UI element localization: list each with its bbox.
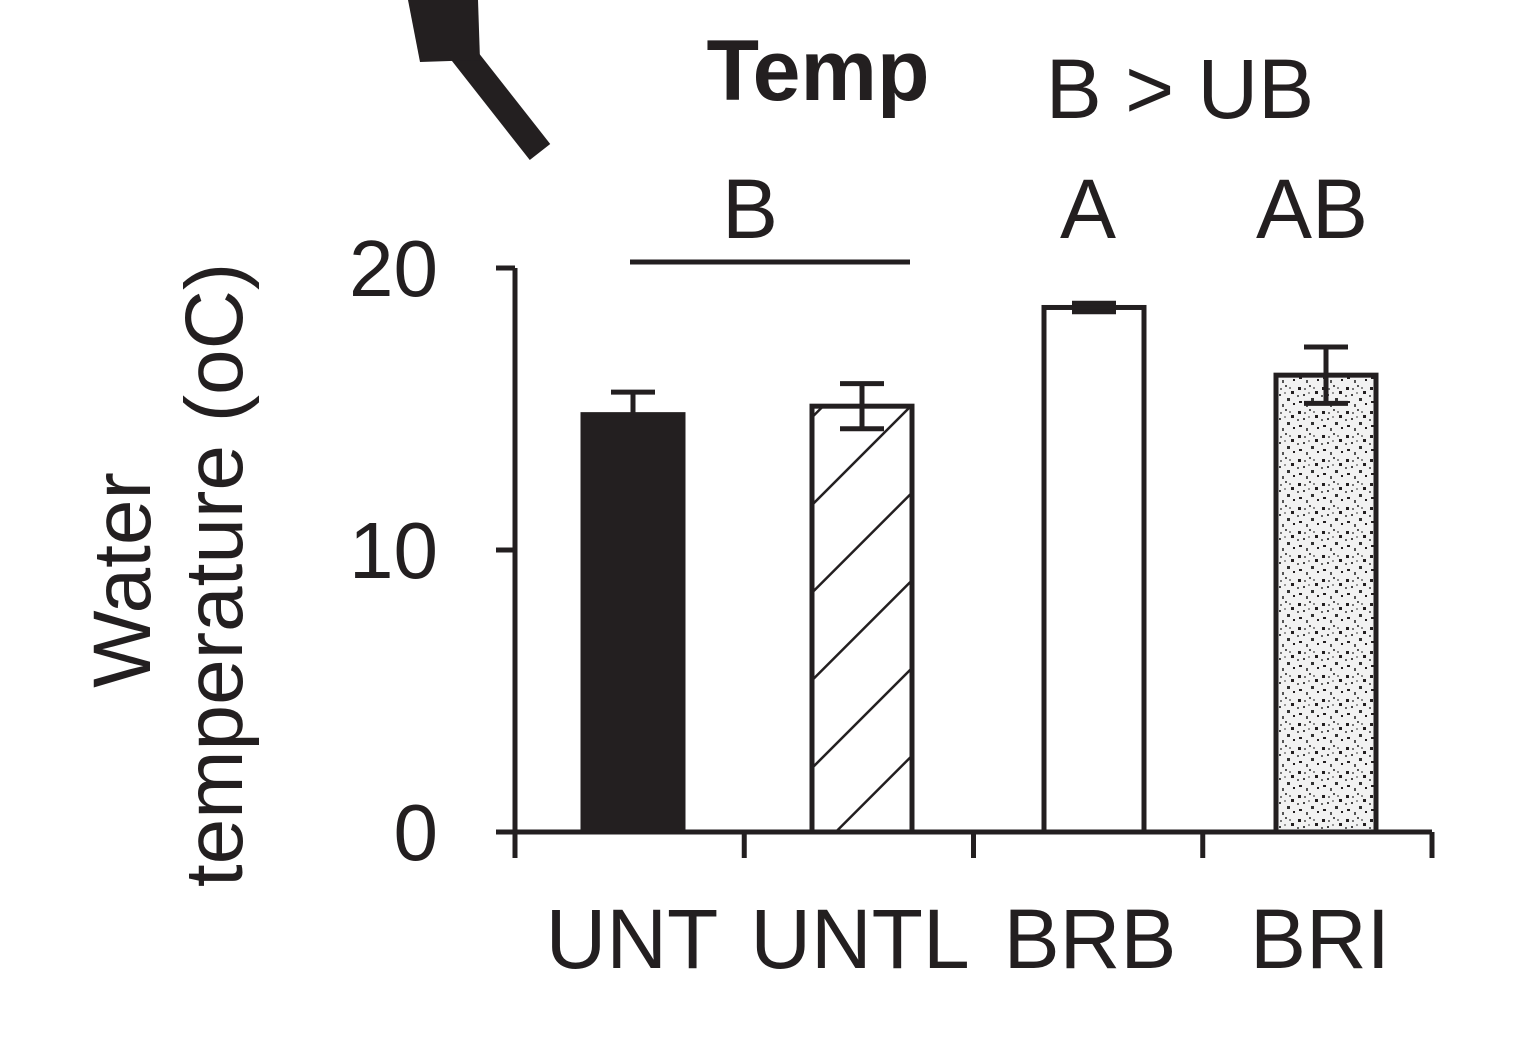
bar-brb — [1041, 304, 1147, 835]
group-letter-unt-untl: B — [722, 162, 778, 256]
x-tick-labels: UNT UNTL BRB BRI — [546, 892, 1390, 986]
y-ticks: 0 10 20 — [349, 224, 515, 877]
y-tick-label: 0 — [394, 788, 439, 877]
bar-untl — [809, 403, 915, 835]
group-letter-brb: A — [1060, 162, 1116, 256]
y-tick-label: 10 — [349, 506, 438, 595]
x-tick-label-bri: BRI — [1250, 892, 1390, 986]
group-letter-bri: AB — [1256, 162, 1368, 256]
comparison-label: B > UB — [1046, 42, 1314, 136]
arrow-icon — [408, 0, 551, 161]
bars — [580, 304, 1379, 835]
error-bars — [611, 300, 1348, 432]
bar-unt — [580, 412, 686, 835]
y-tick-label: 20 — [349, 224, 438, 313]
y-axis-label-line1: Water — [77, 472, 168, 688]
x-tick-label-unt: UNT — [546, 892, 719, 986]
bar-bri — [1273, 372, 1379, 835]
x-tick-label-brb: BRB — [1004, 892, 1177, 986]
x-tick-label-untl: UNTL — [750, 892, 969, 986]
chart-title: Temp — [707, 23, 930, 119]
y-axis-label-line2: temperature (oC) — [169, 263, 260, 887]
